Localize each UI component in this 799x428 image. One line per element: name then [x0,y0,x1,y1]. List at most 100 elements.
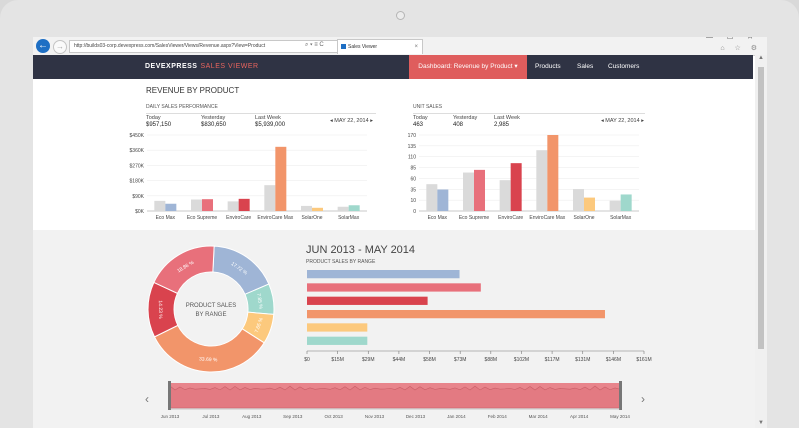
window-controls[interactable]: — ☐ ✕ [705,37,759,41]
x-tick-label: Jun 2013 [161,414,180,419]
bar [227,201,239,211]
y-tick-label: 135 [408,144,417,150]
x-tick-label: Eco Supreme [459,215,490,221]
bar [463,172,474,211]
scroll-down-icon[interactable]: ▼ [758,420,764,426]
range-navigator[interactable]: Jun 2013 Jul 2013 Aug 2013 Sep 2013 Oct 2013… [145,378,645,422]
bar [154,200,166,211]
bar [301,205,312,211]
y-tick-label: $270K [130,163,145,169]
divider [146,113,376,114]
date-prev-icon[interactable]: ◂ [601,118,604,124]
scroll-thumb[interactable] [758,67,764,349]
date-next-icon[interactable]: ▸ [370,118,373,124]
range-right-arrow-icon[interactable]: › [641,392,645,406]
bar [191,199,202,211]
x-tick-label: $44M [393,357,406,363]
dashboard-dropdown[interactable]: Dashboard: Revenue by Product ▾ [409,55,527,79]
back-button[interactable]: ← [36,39,50,53]
bar [202,199,213,211]
x-tick-label: $131M [575,357,590,363]
camera-icon [396,11,405,20]
browser-chrome: ← → http://builds03-corp.devexpress.com/… [33,37,767,56]
bar [426,184,438,211]
units-date: MAY 22, 2014 [605,118,640,124]
nav-item-customers[interactable]: Customers [608,63,640,70]
x-tick-label: EnviroCare Max [529,215,565,221]
daily-sales-label: DAILY SALES PERFORMANCE [146,104,218,110]
donut-center-label: PRODUCT SALES [186,303,237,309]
x-tick-label: $0 [304,357,310,363]
x-tick-label: $29M [362,357,375,363]
bar [307,296,428,305]
browser-tab[interactable]: Sales Viewer × [337,39,423,54]
x-tick-label: SolarOne [301,215,322,221]
x-tick-label: Nov 2013 [365,414,385,419]
close-tab-icon[interactable]: × [414,44,418,50]
range-subtitle: PRODUCT SALES BY RANGE [306,259,376,265]
date-next-icon[interactable]: ▸ [641,118,644,124]
scroll-up-icon[interactable]: ▲ [758,55,764,61]
x-tick-label: SolarMax [610,215,632,221]
y-tick-label: 110 [408,155,416,161]
nav-item-sales[interactable]: Sales [577,63,594,70]
x-tick-label: Jul 2013 [202,414,220,419]
range-left-arrow-icon[interactable]: ‹ [145,392,149,406]
x-tick-label: $15M [331,357,344,363]
range-handle-right [619,381,622,410]
bar [238,198,250,211]
x-tick-label: Aug 2013 [242,414,262,419]
kpi-value: 463 [413,122,424,128]
brand-logo[interactable]: DEVEXPRESS SALES VIEWER [145,55,259,79]
kpi-label: Yesterday [201,115,226,121]
range-series [169,385,621,409]
bar [609,200,621,211]
x-tick-label: $88M [485,357,498,363]
forward-arrow-icon: → [56,42,64,51]
daily-date: MAY 22, 2014 [334,118,369,124]
x-tick-label: Eco Supreme [187,215,218,221]
y-tick-label: $360K [130,148,145,154]
address-bar-icons[interactable]: ⌕ ▾ ≡ C [305,42,324,48]
x-tick-label: Mar 2014 [529,414,549,419]
tab-title: Sales Viewer [348,44,378,50]
kpi-value: $830,650 [201,122,227,128]
x-tick-label: $58M [423,357,436,363]
bar [264,185,276,211]
slice-label: 33.69 % [199,356,218,363]
x-tick-label: $117M [545,357,560,363]
back-arrow-icon: ← [38,40,48,51]
forward-button[interactable]: → [53,40,67,54]
unit-sales-label: UNIT SALES [413,104,443,110]
bar [337,206,349,211]
kpi-label: Today [146,115,161,121]
bar [307,323,368,332]
y-tick-label: 10 [410,198,416,204]
bar [307,310,605,319]
vertical-scrollbar[interactable]: ▲ ▼ [755,55,767,428]
donut-hole [174,272,248,346]
date-prev-icon[interactable]: ◂ [330,118,333,124]
nav-item-products[interactable]: Products [535,63,561,70]
y-tick-label: $450K [130,133,145,139]
y-tick-label: 0 [413,209,416,215]
bar [307,283,481,292]
screen: ← → http://builds03-corp.devexpress.com/… [33,37,767,428]
favicon-icon [341,44,346,49]
address-bar[interactable]: http://builds03-corp.devexpress.com/Sale… [69,40,339,53]
bar [474,169,485,211]
browser-toolbar-icons[interactable]: ⌂ ☆ ⚙ [720,45,761,52]
x-tick-label: $73M [454,357,467,363]
bar [307,270,460,279]
slice-label: 7.65 % [254,316,265,333]
bar [620,194,632,211]
kpi-value: $957,150 [146,122,172,128]
donut-slice [153,324,265,373]
x-tick-label: SolarMax [338,215,360,221]
range-title: JUN 2013 - MAY 2014 [306,244,416,256]
bar [584,197,595,211]
bar [307,336,368,345]
bar [312,207,323,211]
kpi-label: Last Week [255,115,281,121]
